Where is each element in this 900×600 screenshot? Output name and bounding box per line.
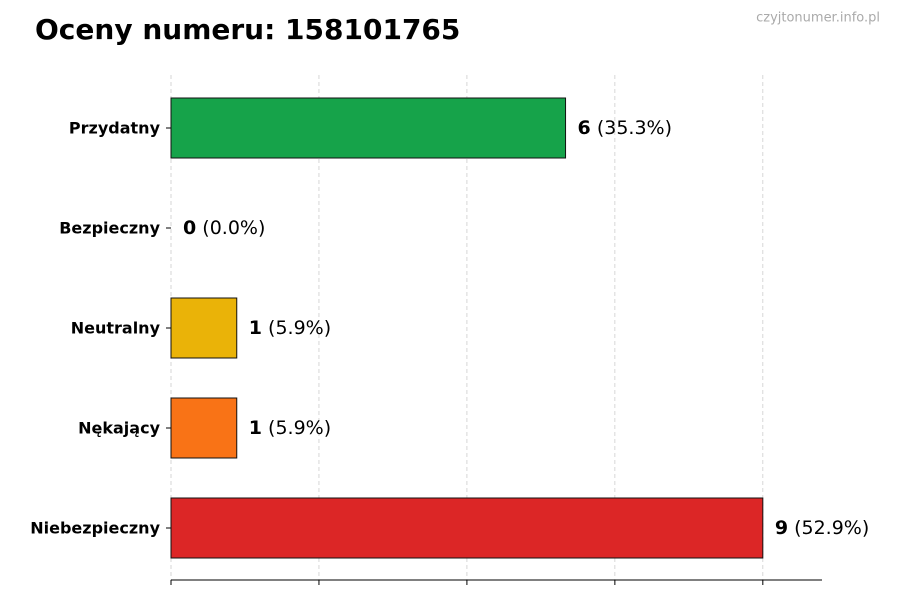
y-tick-label: Niebezpieczny <box>30 519 160 538</box>
share-label: (5.9%) <box>268 417 331 439</box>
y-tick-label: Przydatny <box>69 119 161 138</box>
value-number: 0 <box>183 217 196 239</box>
bar <box>170 497 764 559</box>
bar <box>170 97 567 159</box>
value-label: 0 (0.0%) <box>183 217 265 239</box>
value-number: 6 <box>578 117 591 139</box>
y-tick-label: Nękający <box>78 419 160 438</box>
bar <box>170 297 238 359</box>
y-tick-label: Bezpieczny <box>59 219 160 238</box>
value-label: 9 (52.9%) <box>775 517 869 539</box>
bar <box>170 397 238 459</box>
share-label: (52.9%) <box>794 517 869 539</box>
value-label: 6 (35.3%) <box>578 117 672 139</box>
value-number: 9 <box>775 517 788 539</box>
value-number: 1 <box>249 417 262 439</box>
value-number: 1 <box>249 317 262 339</box>
share-label: (5.9%) <box>268 317 331 339</box>
value-label: 1 (5.9%) <box>249 417 331 439</box>
chart-title: Oceny numeru: 158101765 <box>35 13 460 46</box>
watermark: czyjtonumer.info.pl <box>756 11 880 26</box>
y-tick-label: Neutralny <box>71 319 161 338</box>
share-label: (35.3%) <box>597 117 672 139</box>
value-label: 1 (5.9%) <box>249 317 331 339</box>
share-label: (0.0%) <box>202 217 265 239</box>
